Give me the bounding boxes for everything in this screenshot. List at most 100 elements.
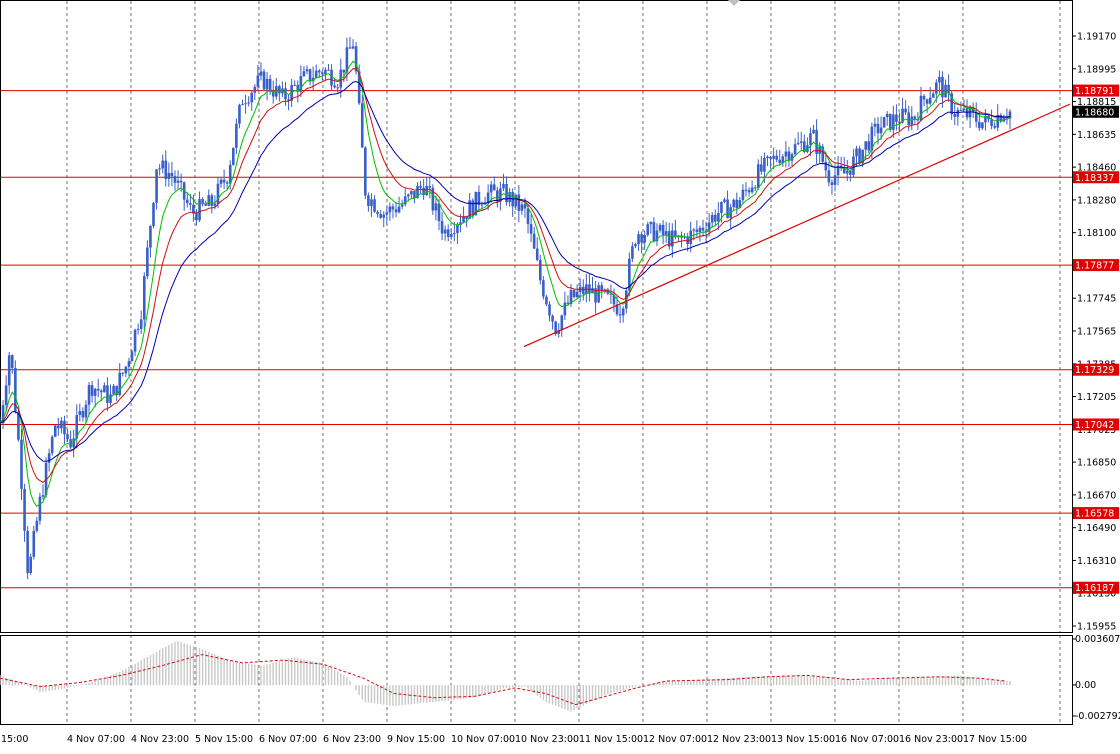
candle-body	[689, 230, 693, 244]
candle	[330, 64, 333, 91]
candle	[173, 170, 177, 191]
candle-body	[1008, 111, 1012, 119]
candle-body	[545, 296, 548, 305]
candle	[594, 280, 597, 314]
candle-body	[830, 182, 834, 185]
candle-body	[391, 206, 395, 210]
candle-body	[560, 315, 564, 330]
candle	[717, 202, 720, 230]
candle-body	[293, 84, 297, 86]
candle	[66, 429, 69, 443]
candle	[766, 155, 769, 167]
candle	[806, 137, 809, 154]
candle-body	[575, 291, 579, 298]
candle	[775, 149, 778, 163]
candle-body	[232, 147, 235, 165]
candle-body	[962, 108, 966, 111]
candle-body	[57, 425, 60, 429]
ascending-trendline	[523, 103, 1071, 348]
candle	[517, 185, 521, 223]
candle	[904, 100, 907, 115]
candle-body	[760, 164, 763, 172]
candle-body	[581, 286, 585, 294]
candle-body	[496, 190, 499, 202]
candle-body	[489, 184, 493, 193]
candle	[609, 284, 613, 304]
candle-body	[471, 200, 475, 216]
macd-indicator: 0.003607 0.00 -0.002792	[0, 634, 1120, 722]
y-tick-label: 1.19170	[1077, 32, 1116, 43]
candle-body	[462, 216, 465, 223]
candle-body	[615, 304, 619, 315]
candle-body	[756, 164, 760, 188]
candle-body	[235, 123, 238, 148]
candle	[756, 159, 760, 191]
candle-body	[535, 248, 539, 260]
candle	[127, 357, 131, 376]
candle-body	[63, 420, 66, 435]
candle	[345, 37, 349, 82]
support-resistance-levels: 1.18791 1.18337 1.17877 1.17329 1.17042 1.165…	[1, 84, 1119, 594]
candle	[548, 301, 551, 322]
indicator-y-tick-label: -0.002792	[1075, 711, 1120, 722]
candle-body	[950, 93, 953, 115]
candle	[560, 314, 564, 337]
candle-body	[14, 368, 17, 412]
candle-body	[23, 488, 26, 531]
candle-body	[265, 78, 269, 90]
candle	[96, 378, 100, 398]
candle-body	[499, 188, 502, 202]
level-price-label: 1.18337	[1075, 173, 1114, 184]
candle	[916, 112, 920, 130]
candle	[965, 99, 969, 121]
candle	[661, 220, 665, 245]
candle-body	[317, 70, 321, 73]
candle-body	[824, 161, 828, 171]
x-tick-label: 13 Nov 15:00	[771, 734, 835, 745]
candle-body	[787, 151, 791, 161]
candle-body	[517, 194, 521, 211]
candle-body	[910, 116, 914, 125]
candle-body	[572, 290, 576, 298]
candle	[895, 104, 898, 131]
candle-body	[219, 179, 223, 184]
y-tick-label: 1.16670	[1077, 490, 1116, 501]
candle-body	[90, 385, 94, 396]
candle	[155, 169, 158, 210]
candle	[640, 231, 643, 254]
candle-body	[885, 113, 889, 118]
candle	[726, 190, 729, 219]
candle	[947, 74, 950, 102]
candle-body	[139, 319, 143, 329]
x-tick-label: 11 Nov 15:00	[579, 734, 643, 745]
candle	[364, 146, 367, 200]
candle	[845, 160, 849, 182]
candle	[403, 188, 407, 207]
candle	[824, 151, 828, 178]
candle	[796, 132, 800, 146]
candle	[185, 192, 189, 208]
candle	[539, 254, 542, 285]
candle	[738, 196, 742, 209]
candle	[84, 400, 88, 426]
candle	[253, 84, 257, 101]
candle	[38, 492, 42, 525]
candle-body	[637, 234, 640, 245]
candle	[198, 191, 201, 222]
moving-average-slow	[0, 80, 1011, 462]
candle-body	[532, 233, 536, 249]
candle	[566, 295, 570, 306]
candle-body	[437, 203, 441, 222]
candle-body	[84, 404, 88, 418]
candle	[216, 176, 220, 209]
candle	[959, 101, 963, 112]
candle	[446, 224, 450, 242]
candle-body	[888, 113, 892, 130]
candle-body	[750, 187, 754, 193]
candle	[634, 242, 637, 249]
candle	[827, 161, 831, 187]
candle-body	[597, 285, 600, 303]
candle-body	[403, 196, 407, 205]
candle-body	[935, 82, 938, 94]
